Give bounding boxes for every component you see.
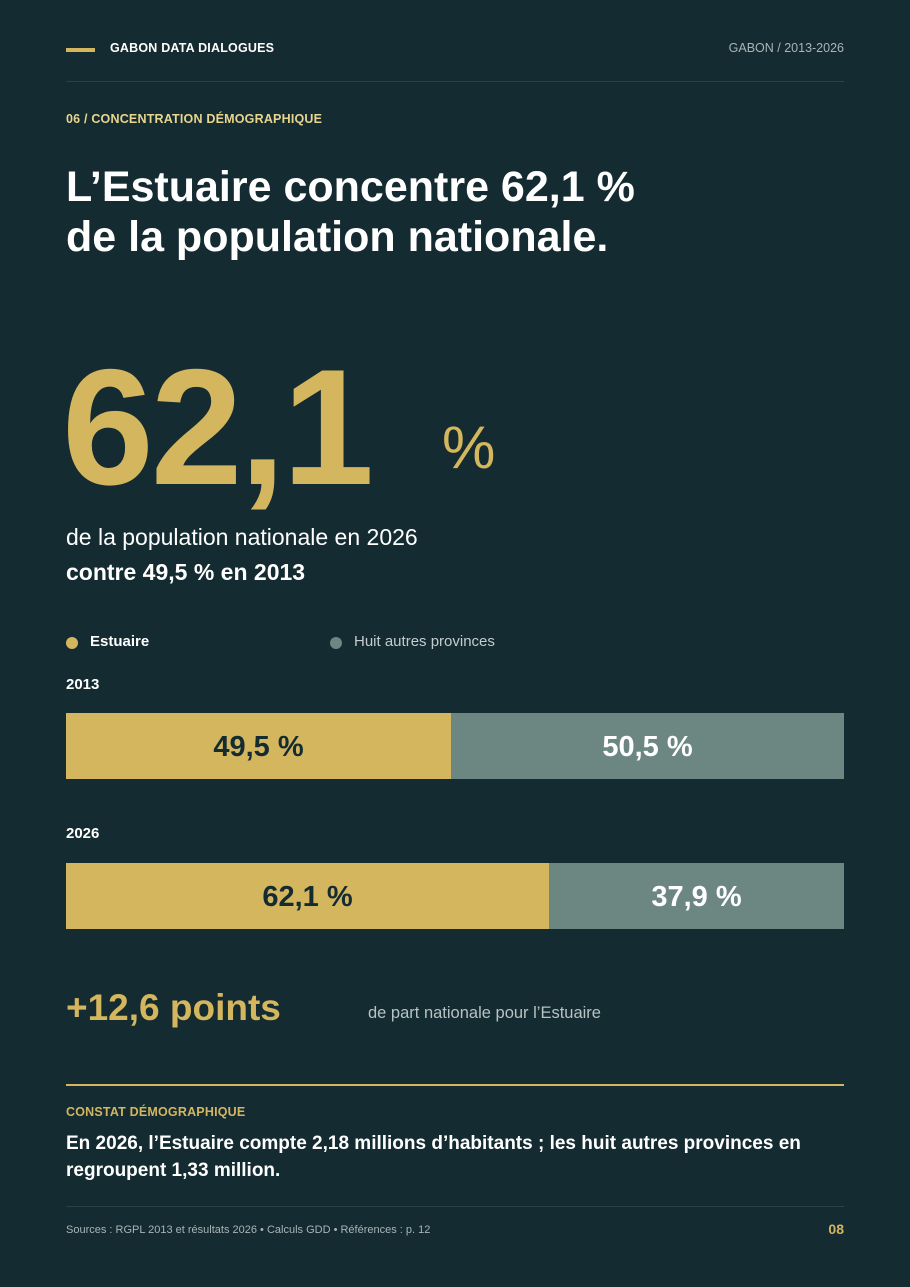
bar-estuaire-2026 (66, 863, 549, 929)
footer-divider (66, 1206, 844, 1207)
hero-unit: % (442, 414, 496, 481)
bar-other-provinces-2013 (451, 713, 844, 779)
hero-comparison: contre 49,5 % en 2013 (66, 559, 306, 585)
hero-caption: de la population nationale en 2026 (66, 524, 418, 550)
header-divider (66, 81, 844, 82)
delta-caption: de part nationale pour l’Estuaire (368, 1004, 601, 1022)
legend-label-estuaire: Estuaire (90, 633, 150, 650)
bar-label-other-provinces-2013: 50,5 % (602, 731, 692, 763)
bar-label-estuaire-2013: 49,5 % (213, 731, 303, 763)
page-title-line-2: de la population nationale. (66, 213, 609, 261)
category-label-2013: 2013 (66, 676, 100, 693)
legend-swatch-estuaire (66, 637, 78, 649)
legend-swatch-other-provinces (330, 637, 342, 649)
fact-text: En 2026, l’Estuaire compte 2,18 millions… (66, 1133, 801, 1181)
delta-value: +12,6 points (66, 987, 281, 1028)
page-title: L’Estuaire concentre 62,1 % de la popula… (66, 162, 826, 262)
bar-estuaire-2013 (66, 713, 451, 779)
bar-label-estuaire-2026: 62,1 % (262, 881, 352, 913)
stacked-share-chart: 49,5 % 50,5 % 62,1 % 37,9 % (66, 713, 844, 929)
hero-value: 62,1 (62, 335, 374, 519)
section-label: 06 / CONCENTRATION DÉMOGRAPHIQUE (66, 112, 323, 126)
page-title-line-1: L’Estuaire concentre 62,1 % (66, 163, 635, 211)
page-number: 08 (828, 1221, 844, 1237)
fact-divider (66, 1084, 844, 1086)
brand-name: GABON DATA DIALOGUES (110, 41, 275, 55)
sources-note: Sources : RGPL 2013 et résultats 2026 • … (66, 1224, 431, 1236)
legend-label-other-provinces: Huit autres provinces (354, 633, 495, 650)
bar-label-other-provinces-2026: 37,9 % (651, 881, 741, 913)
bar-other-provinces-2026 (549, 863, 844, 929)
header-country-period: GABON / 2013-2026 (728, 41, 844, 55)
category-label-2026: 2026 (66, 825, 100, 842)
brand-mark (66, 48, 95, 52)
fact-label: CONSTAT DÉMOGRAPHIQUE (66, 1105, 246, 1119)
